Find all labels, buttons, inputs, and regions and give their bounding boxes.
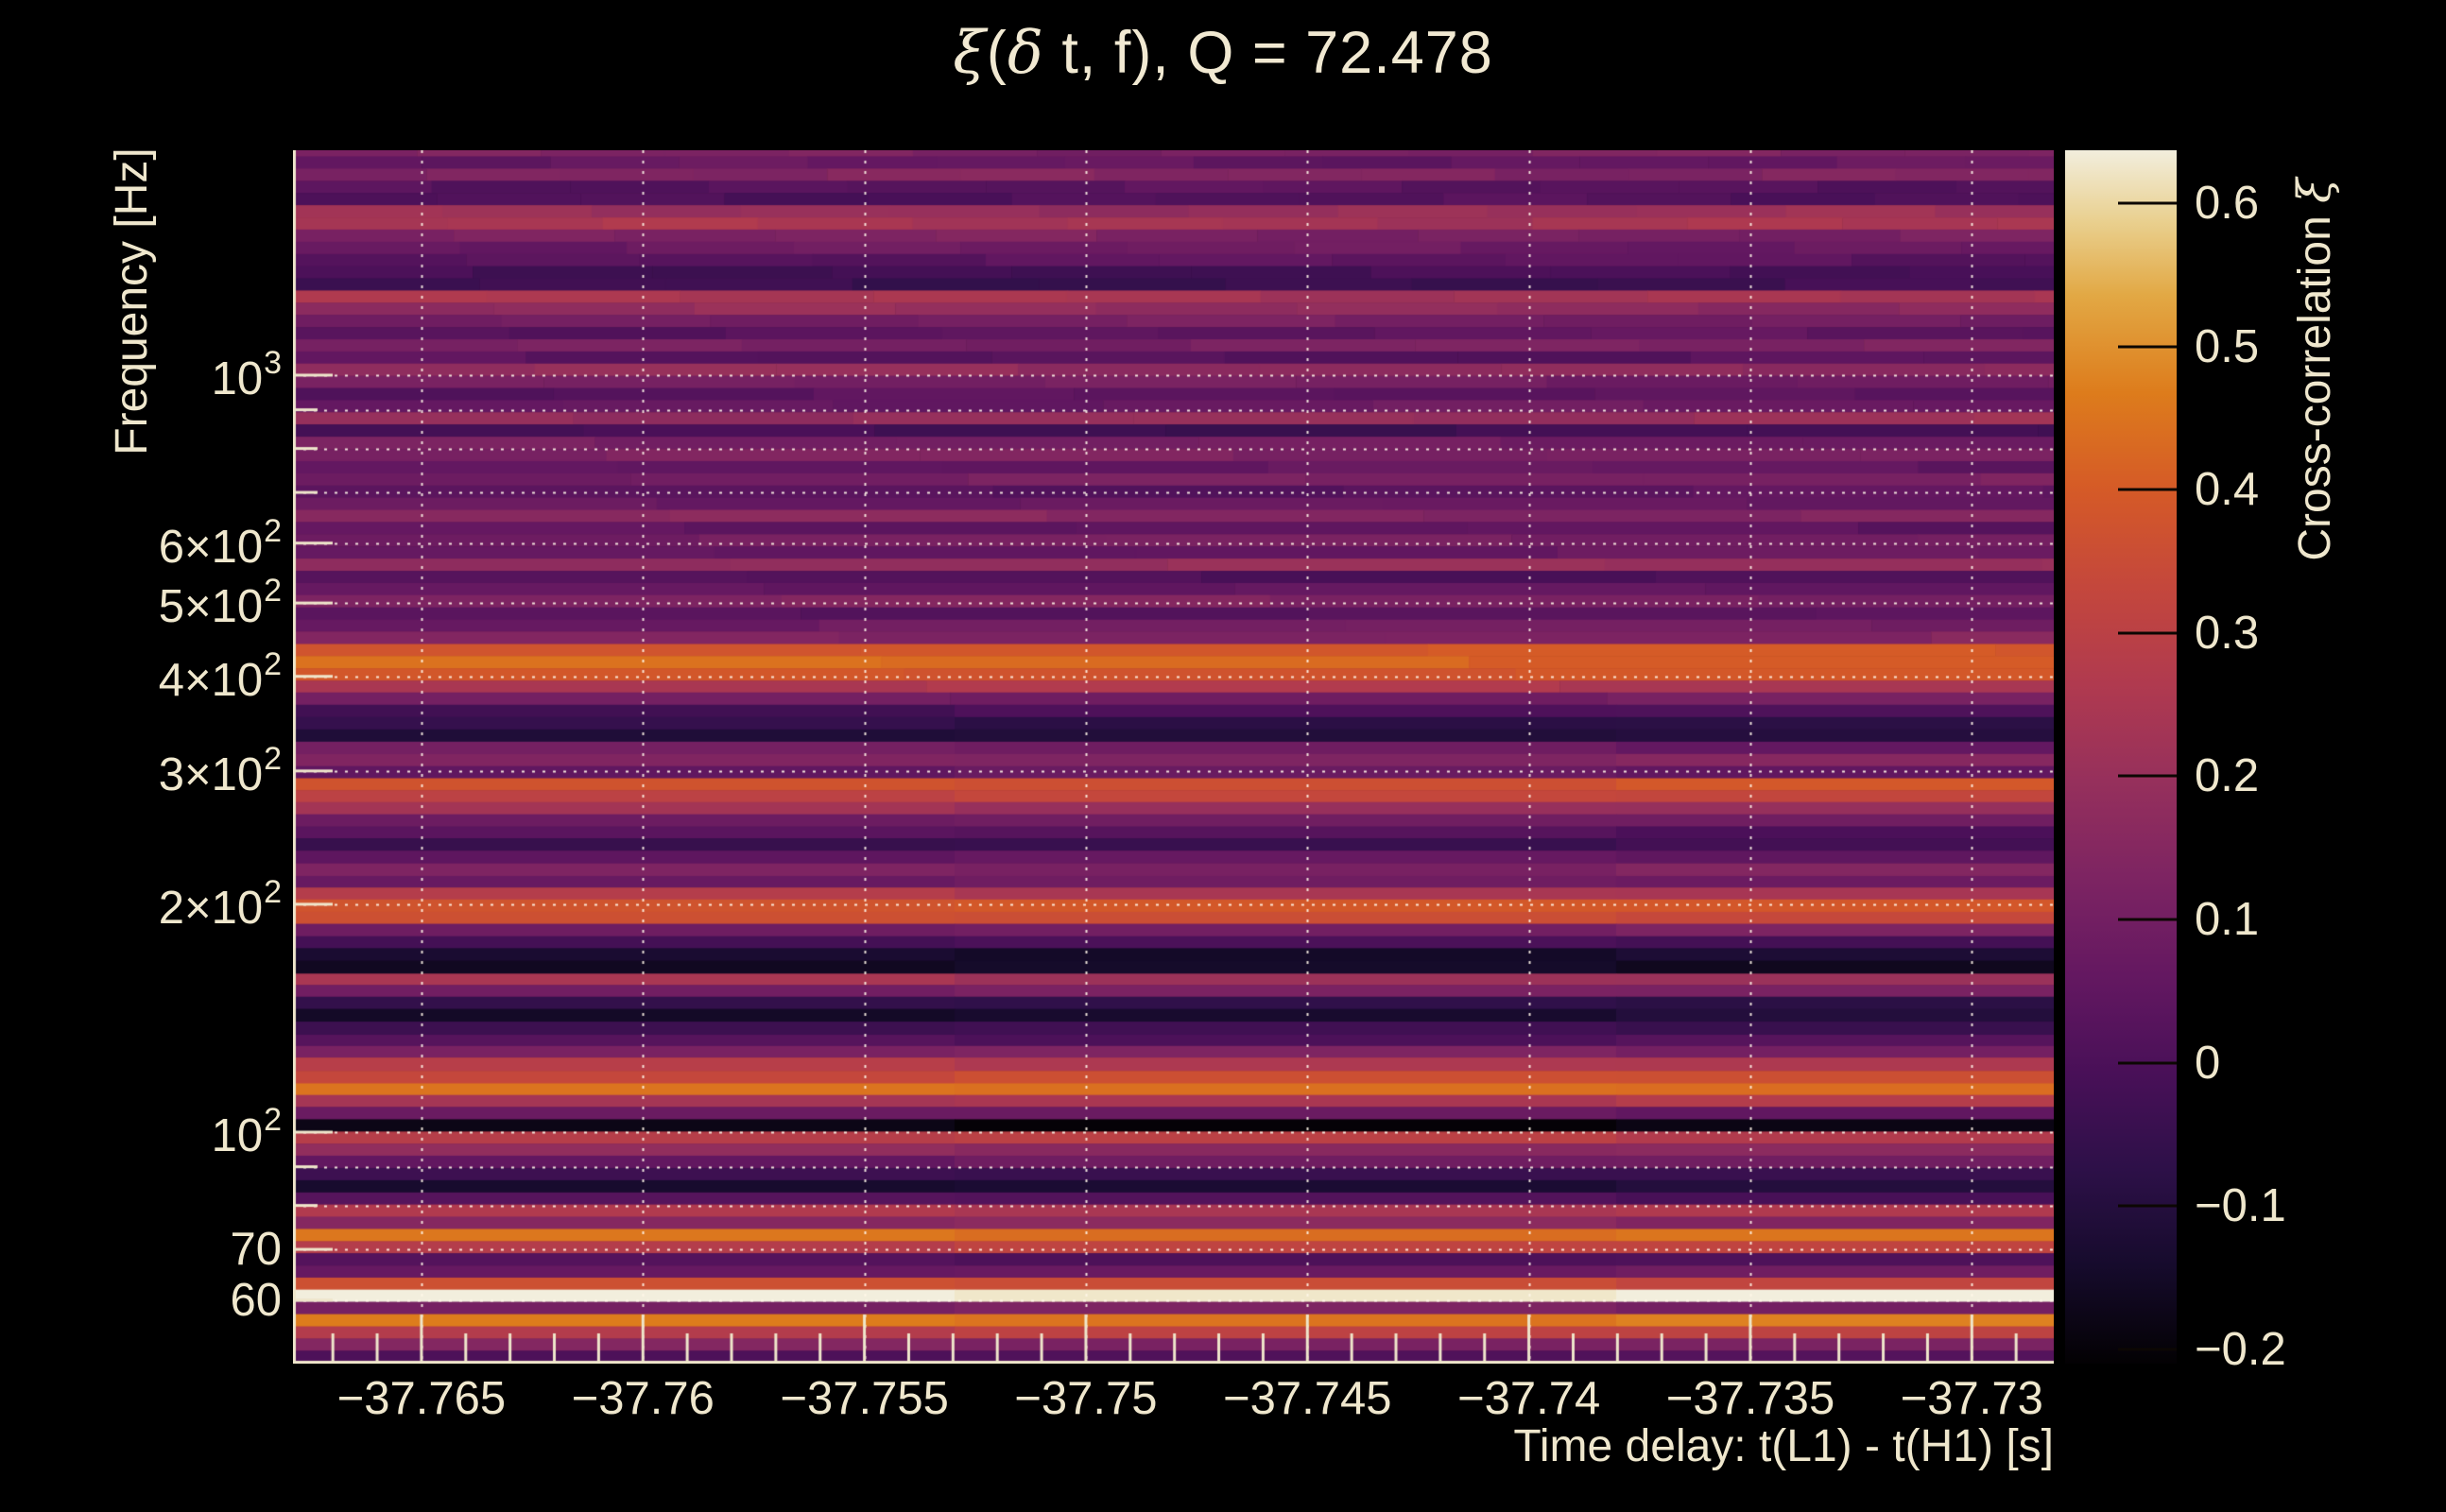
chart-title: ξ(δ t, f), Q = 72.478 — [953, 18, 1493, 87]
y-tick-label: 103 — [211, 344, 282, 404]
colorbar-tick — [2118, 631, 2177, 635]
colorbar-tick-label: 0.3 — [2195, 607, 2260, 659]
colorbar-tick — [2118, 201, 2177, 205]
colorbar-tick — [2118, 1204, 2177, 1208]
colorbar-tick — [2118, 918, 2177, 921]
x-tick-label: −37.745 — [1223, 1373, 1392, 1424]
colorbar-tick-label: 0.1 — [2195, 894, 2260, 946]
colorbar-gradient — [2065, 150, 2177, 1364]
y-tick-label: 102 — [211, 1102, 282, 1162]
x-tick-label: −37.74 — [1456, 1373, 1601, 1424]
colorbar-tick-label: 0.2 — [2195, 750, 2260, 802]
y-tick-label: 60 — [230, 1274, 282, 1326]
heatmap-canvas — [293, 150, 2054, 1364]
x-axis-title: Time delay: t(L1) - t(H1) [s] — [1513, 1421, 2054, 1471]
x-tick-label: −37.765 — [336, 1373, 507, 1424]
colorbar-tick-label: −0.2 — [2195, 1323, 2286, 1375]
colorbar-tick — [2118, 1348, 2177, 1351]
y-tick-label: 70 — [230, 1224, 282, 1276]
colorbar-tick — [2118, 488, 2177, 491]
colorbar-tick-label: 0.4 — [2195, 464, 2260, 516]
x-tick-label: −37.76 — [571, 1373, 715, 1424]
y-tick-label: 4×102 — [158, 645, 282, 706]
x-tick-label: −37.73 — [1900, 1373, 2043, 1424]
y-tick-label: 6×102 — [158, 512, 282, 573]
y-tick-label: 2×102 — [158, 873, 282, 934]
x-tick-label: −37.755 — [780, 1373, 949, 1424]
x-tick-label: −37.735 — [1665, 1373, 1835, 1424]
colorbar-tick — [2118, 774, 2177, 778]
colorbar-tick-label: 0 — [2195, 1037, 2221, 1089]
colorbar-tick-label: −0.1 — [2195, 1180, 2286, 1232]
colorbar-tick — [2118, 345, 2177, 349]
colorbar-tick-label: 0.6 — [2195, 178, 2260, 230]
colorbar-tick — [2118, 1061, 2177, 1065]
colorbar-axis-title: Cross-correlation ξ — [2288, 178, 2341, 561]
y-tick-label: 3×102 — [158, 740, 282, 800]
y-tick-label: 5×102 — [158, 573, 282, 633]
colorbar-tick-label: 0.5 — [2195, 320, 2260, 372]
x-tick-label: −37.75 — [1014, 1373, 1158, 1424]
